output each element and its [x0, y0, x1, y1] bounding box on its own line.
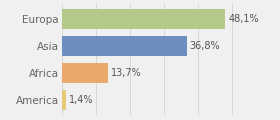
- Bar: [62, 63, 108, 83]
- Bar: [62, 9, 225, 29]
- Bar: [62, 90, 66, 110]
- Text: 1,4%: 1,4%: [69, 95, 94, 105]
- Text: 13,7%: 13,7%: [111, 68, 142, 78]
- Bar: [62, 36, 187, 56]
- Text: 48,1%: 48,1%: [228, 14, 259, 24]
- Text: 36,8%: 36,8%: [190, 41, 220, 51]
